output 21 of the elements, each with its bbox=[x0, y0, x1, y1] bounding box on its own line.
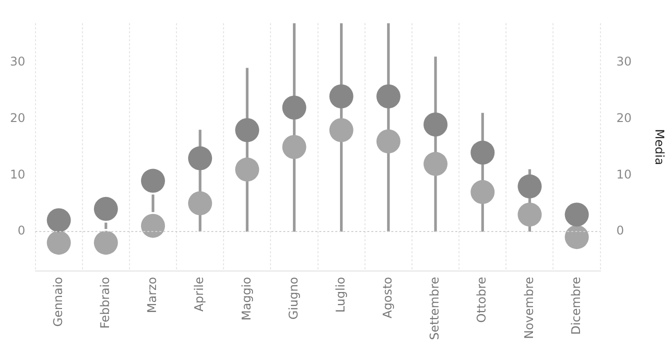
x-tick-label: Luglio bbox=[333, 276, 348, 313]
x-tick-label: Giugno bbox=[286, 276, 300, 320]
y2-tick-label: 30 bbox=[616, 54, 632, 69]
y2-tick-label: 20 bbox=[616, 111, 632, 126]
x-tick-label: Gennaio bbox=[50, 276, 65, 327]
y2-axis-title: Media bbox=[652, 129, 667, 166]
x-tick-label: Settembre bbox=[428, 276, 442, 340]
x-tick-label: Ottobre bbox=[474, 276, 489, 323]
y-tick-label: 30 bbox=[10, 54, 26, 69]
y-tick-label: 20 bbox=[10, 111, 26, 126]
x-tick-label: Agosto bbox=[380, 276, 395, 318]
y2-tick-label: 10 bbox=[616, 167, 632, 182]
x-tick-label: Dicembre bbox=[568, 276, 583, 335]
y-tick-label: 10 bbox=[10, 167, 26, 182]
x-tick-label: Novembre bbox=[522, 276, 536, 340]
x-tick-label: Maggio bbox=[239, 276, 254, 320]
x-tick-label: Marzo bbox=[145, 276, 160, 314]
x-tick-label: Febbraio bbox=[98, 276, 112, 329]
y-tick-label: 0 bbox=[18, 224, 26, 238]
y2-tick-label: 0 bbox=[616, 224, 624, 238]
x-tick-label: Aprile bbox=[192, 276, 206, 312]
